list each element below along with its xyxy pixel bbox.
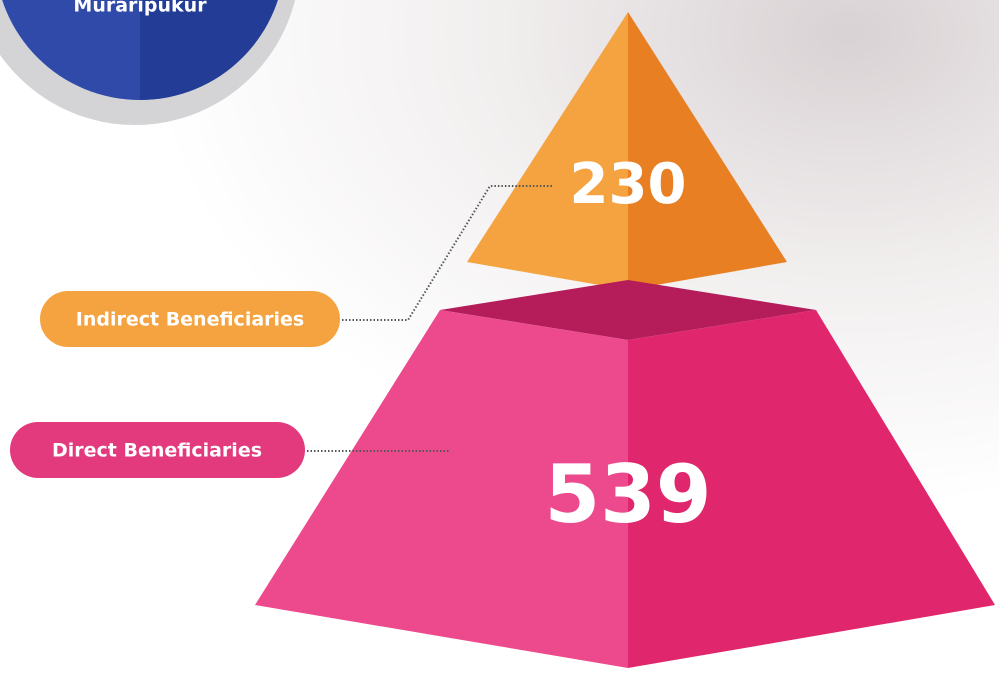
frustum-left-face [255,310,628,668]
location: Muraripukur [73,0,207,17]
frustum-right-face [628,310,995,668]
direct-value: 539 [545,448,712,541]
pyramid-right-face [628,12,787,290]
pyramid-left-face [467,12,628,290]
direct-label: Direct Beneficiaries [52,440,262,462]
direct-pill [10,422,305,478]
indirect-label: Indirect Beneficiaries [76,309,304,331]
badge-shade [140,0,278,100]
connector [342,185,552,321]
indirect-pill [40,291,340,347]
indirect-value: 230 [570,152,687,217]
